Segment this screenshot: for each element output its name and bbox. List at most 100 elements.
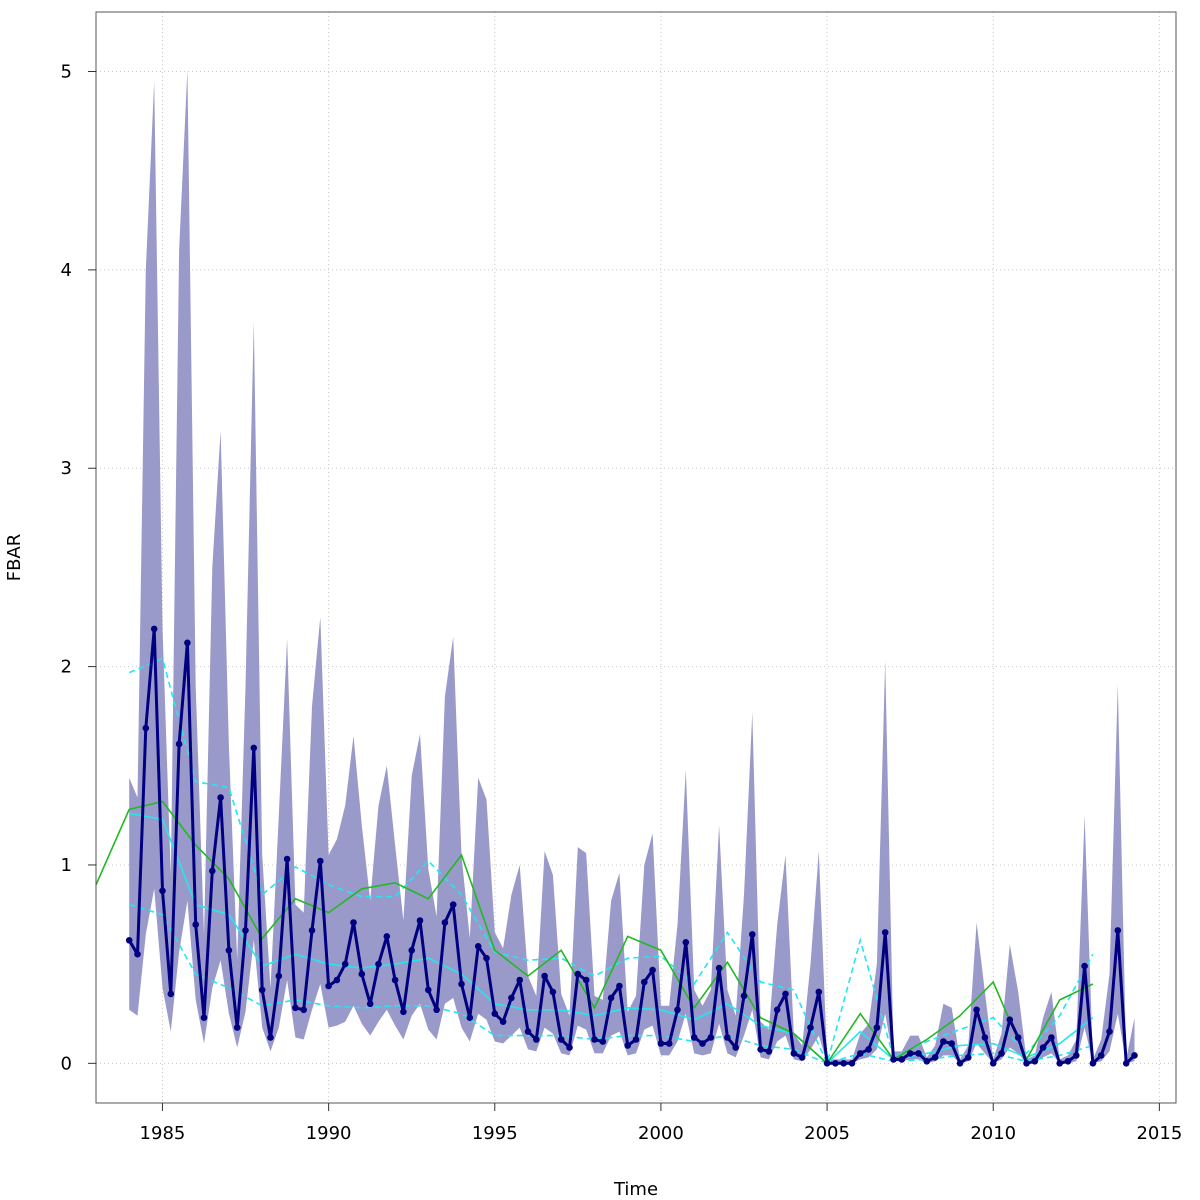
quarterly-point [765,1048,773,1055]
quarterly-point [192,921,199,928]
quarterly-point [159,887,166,895]
quarterly-point [242,927,249,934]
quarterly-point [317,857,324,865]
quarterly-point [890,1056,897,1063]
quarterly-point [1056,1060,1063,1067]
confidence-band [129,69,1135,1064]
quarterly-point [807,1024,814,1031]
quarterly-point [1081,962,1088,970]
quarterly-point [989,1060,997,1067]
quarterly-point [1131,1052,1138,1059]
quarterly-point [732,1044,739,1051]
y-tick-label: 3 [61,458,72,479]
quarterly-point [134,950,141,958]
quarterly-point [283,855,291,863]
quarterly-point [591,1036,598,1043]
quarterly-point [474,943,482,950]
quarterly-point [533,1036,540,1043]
plot-frame [95,11,1177,1104]
y-tick-label: 4 [61,260,72,281]
quarterly-point [425,986,432,994]
quarterly-point [1097,1052,1105,1059]
quarterly-point [898,1056,906,1063]
quarterly-point [184,639,191,647]
grid-lines [96,12,1176,1103]
quarterly-point [798,1054,806,1061]
y-tick-label: 2 [61,657,72,678]
y-tick-label: 1 [61,855,72,876]
quarterly-point [1064,1058,1072,1065]
quarterly-point [391,976,399,984]
quarterly-point [292,1004,299,1012]
quarterly-point [209,867,216,875]
quarterly-point [749,931,756,938]
quarterly-confidence-band [129,69,1135,1064]
quarterly-point [624,1042,631,1049]
quarterly-point [682,939,690,946]
quarterly-point [1106,1028,1113,1035]
quarterly-point [325,982,332,990]
quarterly-series [125,625,1138,1067]
quarterly-point [607,994,615,1002]
quarterly-point [557,1036,565,1043]
quarterly-point [1048,1034,1055,1041]
quarterly-point [491,1010,499,1017]
x-axis: 1985 1990 1995 2000 2005 2010 2015 [140,1103,1182,1144]
quarterly-point [1031,1058,1039,1065]
quarterly-point [740,992,748,1000]
quarterly-point [998,1050,1005,1057]
quarterly-point [948,1040,955,1047]
quarterly-point [524,1028,532,1035]
annual-green-line [95,800,1094,1065]
quarterly-point [549,988,557,996]
quarterly-point [441,919,449,926]
quarterly-point [400,1008,407,1016]
quarterly-point [641,978,648,986]
quarterly-point [1014,1034,1022,1041]
quarterly-point [707,1034,715,1041]
y-tick-label: 5 [61,62,72,83]
quarterly-point [449,901,457,908]
quarterly-point [350,919,357,926]
quarterly-point [416,917,424,924]
quarterly-point [333,976,341,984]
quarterly-point [906,1050,914,1057]
quarterly-point [358,970,366,978]
x-tick-label: 2000 [638,1123,684,1144]
quarterly-point [308,927,316,934]
quarterly-point [217,794,224,801]
x-tick-label: 1990 [306,1123,352,1144]
y-axis-title: FBAR [4,534,25,582]
quarterly-point [175,740,183,748]
quarterly-point [881,929,889,936]
x-tick-label: 2010 [970,1123,1016,1144]
annual-series [95,657,1094,1066]
quarterly-point [815,988,823,996]
quarterly-point [1006,1016,1014,1023]
quarterly-point [433,1006,440,1014]
quarterly-point [508,994,515,1002]
quarterly-point [1039,1044,1047,1051]
quarterly-point [940,1038,947,1045]
quarterly-point [657,1040,665,1047]
quarterly-point [375,960,382,968]
quarterly-point [1073,1052,1080,1059]
quarterly-point [541,972,548,980]
quarterly-point [250,744,258,752]
quarterly-point [300,1006,308,1014]
quarterly-point [931,1054,939,1061]
quarterly-point [757,1046,764,1053]
quarterly-point [699,1040,706,1047]
quarterly-point [150,625,158,633]
quarterly-point [142,724,150,732]
quarterly-point [1023,1060,1030,1067]
quarterly-point [915,1050,922,1057]
quarterly-point [275,972,283,980]
quarterly-point [599,1038,607,1045]
quarterly-point [832,1060,839,1067]
annual-median-line [129,812,1094,1065]
quarterly-point [582,976,590,984]
quarterly-point [649,966,656,974]
quarterly-point [956,1060,964,1067]
